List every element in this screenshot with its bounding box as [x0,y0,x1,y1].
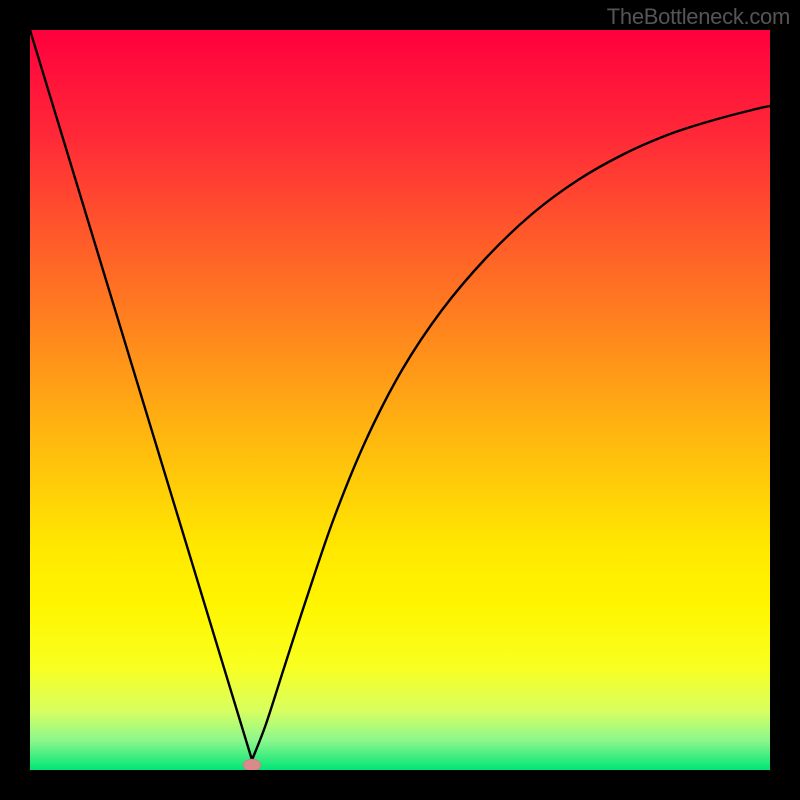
watermark-text: TheBottleneck.com [607,4,790,30]
bottleneck-chart [0,0,800,800]
minimum-marker [243,759,261,771]
plot-background-gradient [30,30,770,770]
chart-container: TheBottleneck.com [0,0,800,800]
